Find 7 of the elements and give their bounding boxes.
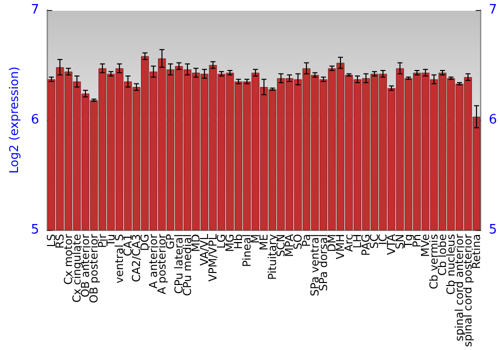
y-tick-label: 6 bbox=[30, 112, 40, 128]
y-axis-title: Log2 (expression) bbox=[7, 66, 21, 174]
y2-tick-label: 7 bbox=[488, 2, 498, 18]
y-tick-label: 5 bbox=[30, 222, 40, 238]
y-tick-label: 7 bbox=[30, 2, 40, 18]
y2-tick-label: 6 bbox=[488, 112, 498, 128]
y2-tick-label: 5 bbox=[488, 222, 498, 238]
